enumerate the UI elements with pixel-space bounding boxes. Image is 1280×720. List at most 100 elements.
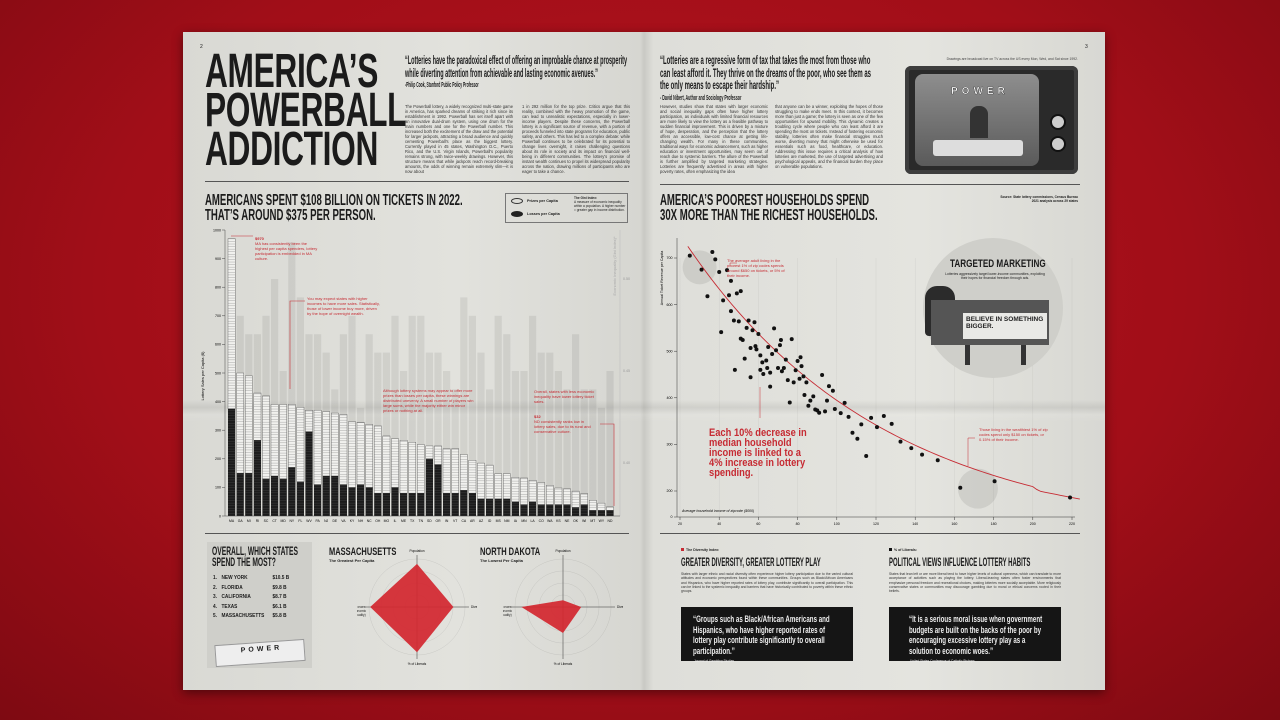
tv-host (970, 106, 988, 138)
gini-bar (554, 371, 562, 516)
annotation-poorest: The average adult living in the poorest … (727, 258, 785, 278)
billboard-post (965, 345, 970, 365)
x-tick-label: CA (461, 519, 466, 523)
data-point (761, 372, 766, 377)
diversity-text: States with larger ethnic and racial div… (681, 572, 853, 594)
data-point (776, 365, 780, 370)
top-state-rank: 5. (213, 613, 217, 619)
annotation-ma: $970 MA has consistently been the highest… (255, 236, 320, 262)
annotation-income: You may expect states with higher income… (307, 296, 380, 316)
annotation-wealthiest: Those living in the wealthiest 1% of zip… (979, 427, 1048, 442)
data-point (758, 353, 763, 358)
diversity-heading: GREATER DIVERSITY, GREATER LOTTERY PLAY (681, 557, 821, 569)
gini-bar (563, 389, 571, 516)
data-point (764, 358, 769, 363)
x-tick-label: 60 (756, 522, 760, 526)
billboard-line: BIGGER. (966, 323, 994, 330)
section-heading: AMERICA’S POOREST HOUSEHOLDS SPEND 30X M… (660, 193, 878, 224)
loss-bar (606, 510, 614, 516)
radar-chart-nd: Population Diversity Index % of Liberals Gi… (503, 549, 623, 666)
source-line: 2021 analysis across 29 states (1031, 199, 1078, 203)
loss-bar (262, 478, 270, 516)
legend-losses: Losses per Capita (527, 212, 560, 216)
radar-ma-subtitle: The Greatest Per Capita (329, 558, 375, 563)
data-point (801, 374, 806, 379)
data-point (748, 345, 753, 350)
loss-bar (546, 504, 554, 516)
top-state-rank: 1. (213, 575, 217, 581)
top-state-amount: $6.1 B (272, 603, 287, 610)
x-tick-label: 80 (796, 522, 800, 526)
x-tick-label: WI (582, 519, 586, 523)
gini-bar (486, 389, 494, 516)
data-point (758, 367, 763, 372)
y-tick-label: 300 (667, 443, 673, 447)
data-point (756, 331, 761, 336)
data-point (785, 378, 790, 383)
x-tick-label: NE (565, 519, 570, 523)
y-axis-label: Annual Ticket Revenue per Capita (660, 251, 664, 306)
gini-bar (296, 297, 304, 516)
heading-line: THAT’S AROUND $375 PER PERSON. (205, 207, 376, 224)
prize-bar (365, 424, 374, 488)
heading-line: 30X MORE THAN THE RICHEST HOUSEHOLDS. (660, 207, 878, 224)
data-point (846, 414, 851, 419)
y-tick-label: 600 (667, 303, 673, 307)
data-point (777, 343, 782, 348)
radar-axis-label: Population (555, 549, 570, 553)
loss-bar (400, 493, 408, 516)
paper-fold (183, 400, 1105, 422)
x-tick-label: 40 (717, 522, 721, 526)
x-tick-label: MA (229, 519, 235, 523)
x-tick-label: OK (573, 519, 579, 523)
x-tick-label: ME (401, 519, 407, 523)
data-point (802, 393, 807, 398)
diversity-quote: “Groups such as Black/African Americans … (693, 614, 830, 657)
radar-axis-label: Population (409, 549, 424, 553)
x-tick-label: 120 (873, 522, 879, 526)
loss-bar (554, 504, 562, 516)
radar-axis-label: Diversity Index (617, 605, 623, 609)
annotation-line (289, 300, 305, 389)
gini-bar (477, 352, 485, 516)
data-point (781, 365, 786, 370)
diversity-tag: The Diversity Index: (681, 548, 719, 552)
data-point (725, 268, 730, 273)
x-tick-label: ID (488, 519, 492, 523)
data-point (958, 485, 963, 490)
loss-bar (374, 493, 382, 516)
data-point (728, 309, 733, 314)
data-point (731, 318, 736, 323)
data-point (705, 294, 710, 299)
loss-bar (589, 510, 597, 516)
data-point (774, 348, 779, 353)
top-states-list: 1. NEW YORK $10.5 B 2. FLORIDA $9.8 B 3. CALIFO… (213, 574, 308, 622)
data-point (770, 351, 775, 356)
prize-bar (425, 445, 434, 459)
y-tick-label: 0 (671, 515, 673, 519)
prize-bar (468, 460, 477, 494)
gini-desc: A measure of economic inequality within … (574, 199, 626, 212)
y-tick-label: 300 (215, 429, 221, 433)
data-point (746, 318, 751, 323)
annotation-line (600, 423, 615, 506)
x-tick-label: LA (531, 519, 536, 523)
loss-bar (511, 501, 519, 516)
prize-bar (339, 414, 348, 485)
data-point (859, 422, 864, 427)
prize-bar (606, 506, 614, 511)
gini-bar (382, 352, 390, 516)
data-point (811, 394, 816, 399)
data-point (850, 430, 855, 435)
prize-bar (520, 477, 528, 505)
y-tick-label: 700 (667, 256, 673, 260)
gini-bar (589, 389, 597, 516)
loss-bar (245, 473, 253, 516)
gini-bar (511, 371, 519, 516)
top-state-rank: 3. (213, 594, 217, 600)
data-point (799, 364, 804, 369)
x-tick-label: NM (504, 519, 509, 523)
tv-caption: Drawings are broadcast live on TV across… (946, 57, 1078, 61)
title-line: SPEND THE MOST? (212, 555, 276, 569)
top-state-state: MASSACHUSETTS (221, 613, 265, 619)
